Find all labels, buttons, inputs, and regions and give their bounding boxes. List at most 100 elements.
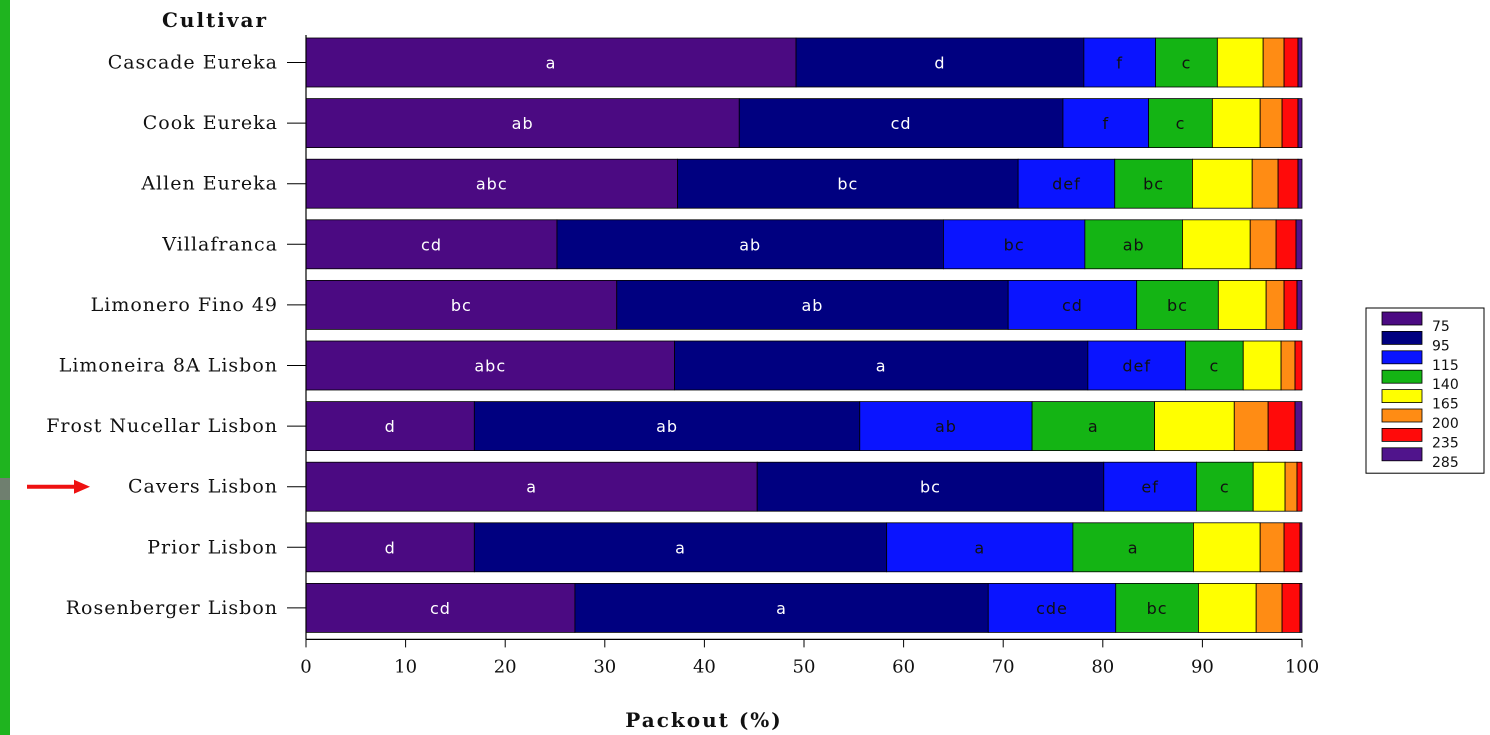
- bar-segment: [987, 583, 1117, 633]
- x-tick-label: 60: [892, 656, 915, 677]
- bar-segment: [1249, 219, 1277, 270]
- legend-swatch: [1381, 311, 1423, 326]
- significance-label: bc: [1167, 296, 1188, 315]
- significance-label: ab: [1123, 235, 1145, 254]
- significance-label: def: [1052, 175, 1081, 194]
- bar-segment: [1136, 279, 1219, 330]
- bar-segment: [1192, 158, 1253, 209]
- bar-segment: [795, 37, 1085, 88]
- bar-segment: [305, 279, 618, 330]
- significance-label: c: [1182, 54, 1192, 73]
- x-tick-label: 0: [300, 656, 311, 677]
- legend-swatch: [1381, 408, 1423, 423]
- significance-label: def: [1122, 357, 1151, 376]
- legend-label: 165: [1432, 397, 1459, 413]
- significance-label: ab: [801, 296, 823, 315]
- bar-segment: [1185, 340, 1244, 391]
- bar-row: abc bc def bc: [305, 158, 1303, 209]
- bar-segment: [756, 461, 1105, 512]
- category-label: Limonero Fino 49: [91, 294, 278, 316]
- significance-label: cde: [1036, 599, 1068, 618]
- x-tick-label: 50: [793, 656, 816, 677]
- bar-segment: [1299, 522, 1303, 573]
- x-axis: 0 10 20 30 40 50 60 70 80 90 100: [300, 638, 1319, 677]
- bar-segment: [1275, 219, 1297, 270]
- bar-segment: [473, 401, 861, 452]
- bar-segment: [1017, 158, 1116, 209]
- bar-segment: [1062, 98, 1150, 148]
- significance-label: cd: [430, 599, 451, 618]
- significance-label: f: [1102, 114, 1109, 133]
- significance-label: d: [385, 417, 396, 436]
- bar-segment: [1255, 583, 1283, 633]
- bar-row: ab cd f c: [305, 98, 1303, 148]
- bar-segment: [1283, 522, 1301, 573]
- bar-segment: [859, 401, 1033, 452]
- bar-row: a bc ef c: [305, 461, 1303, 512]
- bar-segment: [1299, 583, 1303, 633]
- bar-segment: [1294, 401, 1303, 452]
- x-axis-title: Packout (%): [625, 708, 783, 732]
- bar-segment: [1148, 98, 1213, 148]
- bar-segment: [1242, 340, 1282, 391]
- bar-row: cd a cde bc: [305, 583, 1303, 633]
- significance-label: f: [1116, 54, 1123, 73]
- left-accent-strip: [0, 0, 10, 735]
- bar-segment: [1295, 219, 1303, 270]
- significance-label: ef: [1141, 478, 1158, 497]
- category-label: Cook Eureka: [143, 112, 278, 134]
- bar-segment: [1084, 219, 1183, 270]
- bar-segment: [305, 340, 675, 391]
- significance-label: c: [1209, 357, 1219, 376]
- significance-label: abc: [476, 175, 508, 194]
- legend-swatch: [1381, 330, 1423, 345]
- bar-segment: [1265, 279, 1285, 330]
- bar-segment: [305, 98, 740, 148]
- bar-segment: [1267, 401, 1296, 452]
- bar-segment: [1211, 98, 1261, 148]
- significance-label: bc: [1004, 235, 1025, 254]
- bar-segment: [556, 219, 944, 270]
- bar-segment: [1252, 461, 1286, 512]
- bar-segment: [1281, 583, 1301, 633]
- bar-segment: [1297, 37, 1303, 88]
- bar-segment: [1193, 522, 1261, 573]
- bar-segment: [1182, 219, 1251, 270]
- bar-segment: [1087, 340, 1186, 391]
- significance-label: bc: [1143, 175, 1164, 194]
- bar-segment: [1296, 461, 1303, 512]
- category-label: Villafranca: [161, 233, 278, 255]
- bar-segment: [1007, 279, 1138, 330]
- bar-segment: [1283, 37, 1299, 88]
- bar-segment: [1198, 583, 1257, 633]
- significance-label: abc: [474, 357, 506, 376]
- category-labels: Cascade Eureka Cook Eureka Allen Eureka Vil…: [46, 35, 307, 640]
- category-label: Cascade Eureka: [108, 52, 278, 74]
- legend-label: 285: [1432, 455, 1459, 471]
- x-tick-label: 80: [1091, 656, 1114, 677]
- bar-segment: [1259, 522, 1285, 573]
- x-tick-label: 10: [394, 656, 417, 677]
- bar-segment: [1103, 461, 1197, 512]
- bar-row: bc ab cd bc: [305, 279, 1303, 330]
- significance-label: d: [934, 54, 945, 73]
- x-tick-label: 40: [693, 656, 716, 677]
- significance-label: ab: [512, 114, 534, 133]
- bar-segment: [943, 219, 1086, 270]
- significance-label: cd: [891, 114, 912, 133]
- bar-segment: [1233, 401, 1269, 452]
- significance-label: a: [1128, 538, 1139, 557]
- bar-segment: [305, 522, 475, 573]
- bar-segment: [305, 583, 576, 633]
- x-tick-label: 100: [1285, 656, 1319, 677]
- bar-segment: [1154, 401, 1235, 452]
- bar-segment: [305, 37, 797, 88]
- bar-row: abc a def c: [305, 340, 1303, 391]
- category-label: Rosenberger Lisbon: [66, 597, 278, 619]
- significance-label: bc: [1147, 599, 1168, 618]
- bar-segment: [1284, 461, 1298, 512]
- category-label: Limoneira 8A Lisbon: [59, 355, 278, 377]
